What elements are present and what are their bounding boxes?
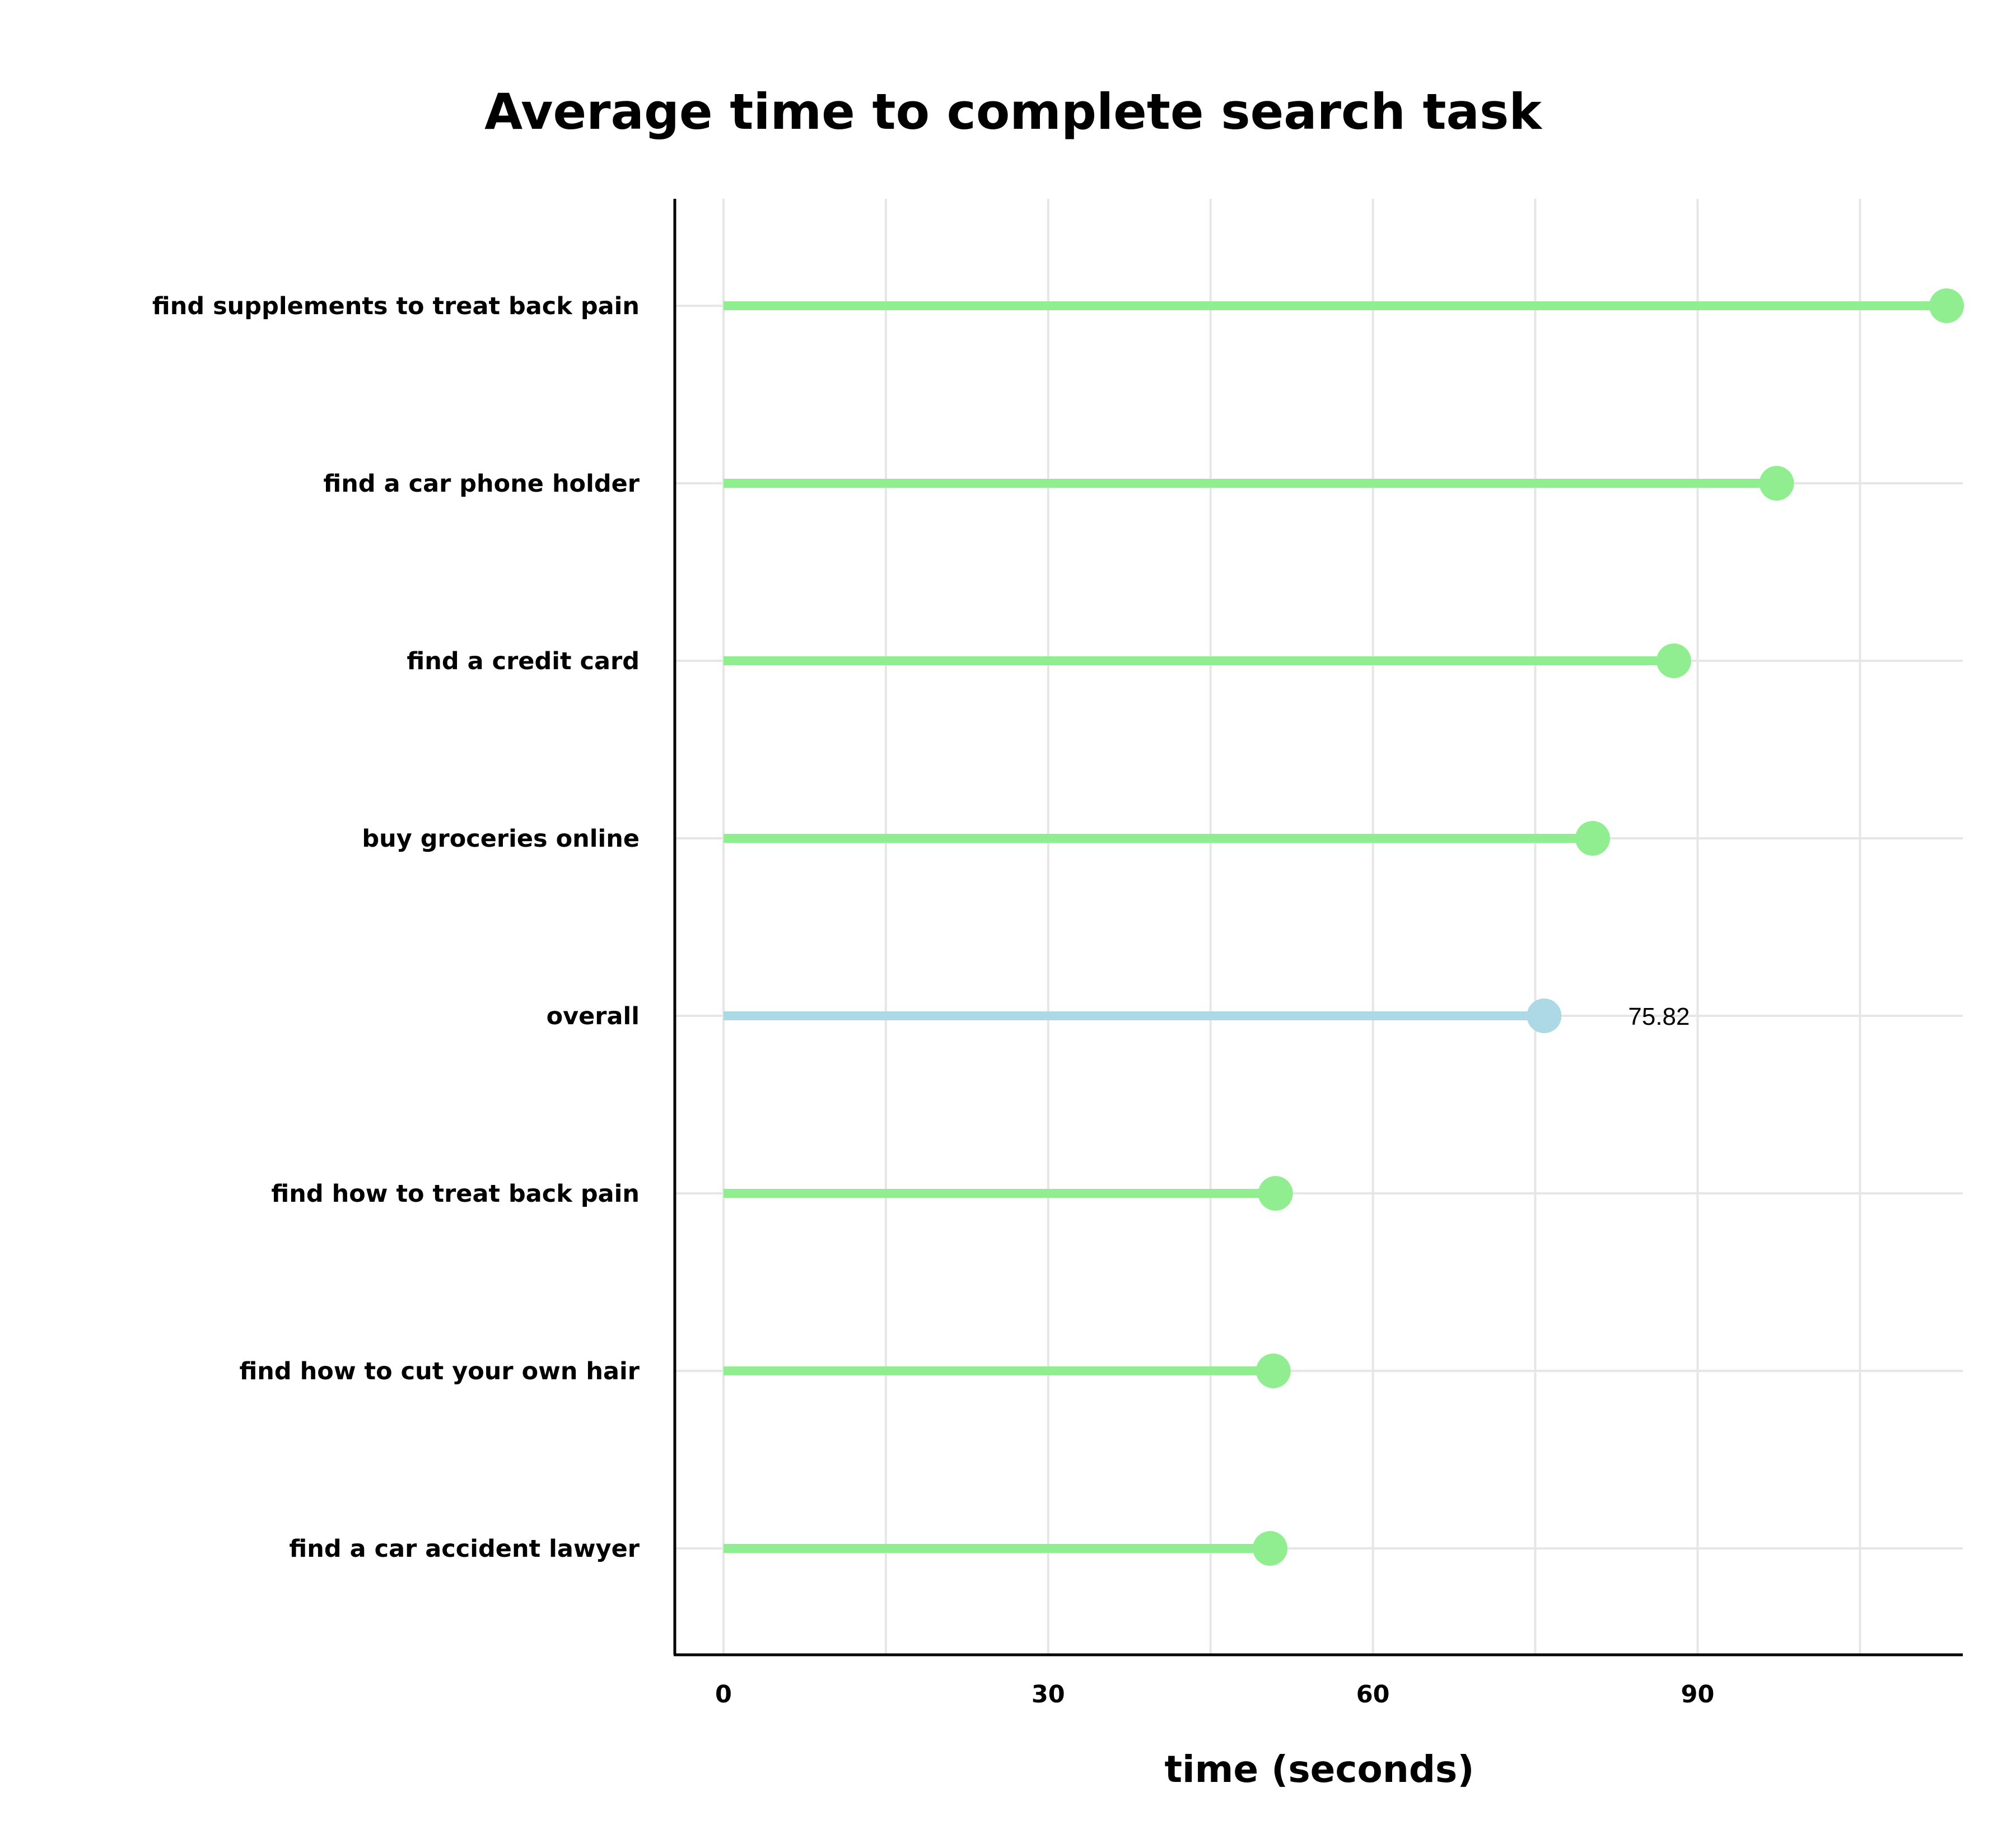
lollipop-dot	[1256, 1354, 1291, 1388]
lollipop-dot	[1253, 1531, 1288, 1566]
x-axis-title: time (seconds)	[1164, 1748, 1474, 1791]
lollipop-dot	[1258, 1176, 1293, 1211]
grid	[675, 199, 1963, 1655]
category-label: find a car phone holder	[323, 470, 640, 498]
category-label: find a car accident lawyer	[289, 1535, 640, 1563]
axes	[673, 199, 1963, 1656]
data-marks	[723, 288, 1964, 1566]
chart-title: Average time to complete search task	[484, 83, 1543, 141]
x-tick-label: 30	[1032, 1681, 1065, 1709]
lollipop-dot	[1527, 998, 1562, 1033]
category-label: find supplements to treat back pain	[152, 292, 640, 320]
category-label: buy groceries online	[362, 825, 640, 853]
category-label: find how to cut your own hair	[239, 1357, 640, 1385]
category-label: find how to treat back pain	[271, 1180, 640, 1208]
category-label: find a credit card	[407, 647, 640, 675]
x-tick-label: 0	[715, 1681, 732, 1709]
x-tick-label: 90	[1681, 1681, 1715, 1709]
labels: find supplements to treat back pain find …	[152, 292, 1715, 1709]
x-tick-label: 60	[1356, 1681, 1390, 1709]
lollipop-dot	[1929, 288, 1964, 323]
lollipop-dot	[1575, 821, 1610, 856]
lollipop-dot	[1656, 643, 1691, 678]
lollipop-dot	[1759, 466, 1794, 501]
data-label: 75.82	[1628, 1003, 1690, 1030]
category-label: overall	[547, 1002, 640, 1030]
